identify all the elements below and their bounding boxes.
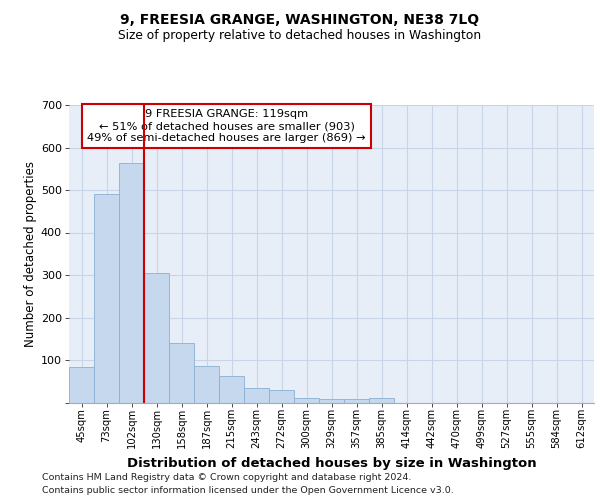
Bar [119, 163, 144, 402]
Bar [94, 194, 119, 402]
Bar [219, 376, 244, 402]
Text: 9 FREESIA GRANGE: 119sqm
← 51% of detached houses are smaller (903)
49% of semi-: 9 FREESIA GRANGE: 119sqm ← 51% of detach… [87, 110, 366, 142]
Bar [344, 399, 369, 402]
Bar [169, 343, 194, 402]
Text: 9, FREESIA GRANGE, WASHINGTON, NE38 7LQ: 9, FREESIA GRANGE, WASHINGTON, NE38 7LQ [121, 12, 479, 26]
Text: Size of property relative to detached houses in Washington: Size of property relative to detached ho… [118, 29, 482, 42]
Bar [369, 398, 394, 402]
Bar [269, 390, 294, 402]
Bar [69, 367, 94, 402]
Bar [294, 398, 319, 402]
Bar [194, 366, 219, 402]
Bar [144, 273, 169, 402]
Y-axis label: Number of detached properties: Number of detached properties [24, 161, 37, 347]
Bar [319, 399, 344, 402]
Bar [244, 388, 269, 402]
Text: Contains public sector information licensed under the Open Government Licence v3: Contains public sector information licen… [42, 486, 454, 495]
X-axis label: Distribution of detached houses by size in Washington: Distribution of detached houses by size … [127, 457, 536, 470]
Text: Contains HM Land Registry data © Crown copyright and database right 2024.: Contains HM Land Registry data © Crown c… [42, 472, 412, 482]
